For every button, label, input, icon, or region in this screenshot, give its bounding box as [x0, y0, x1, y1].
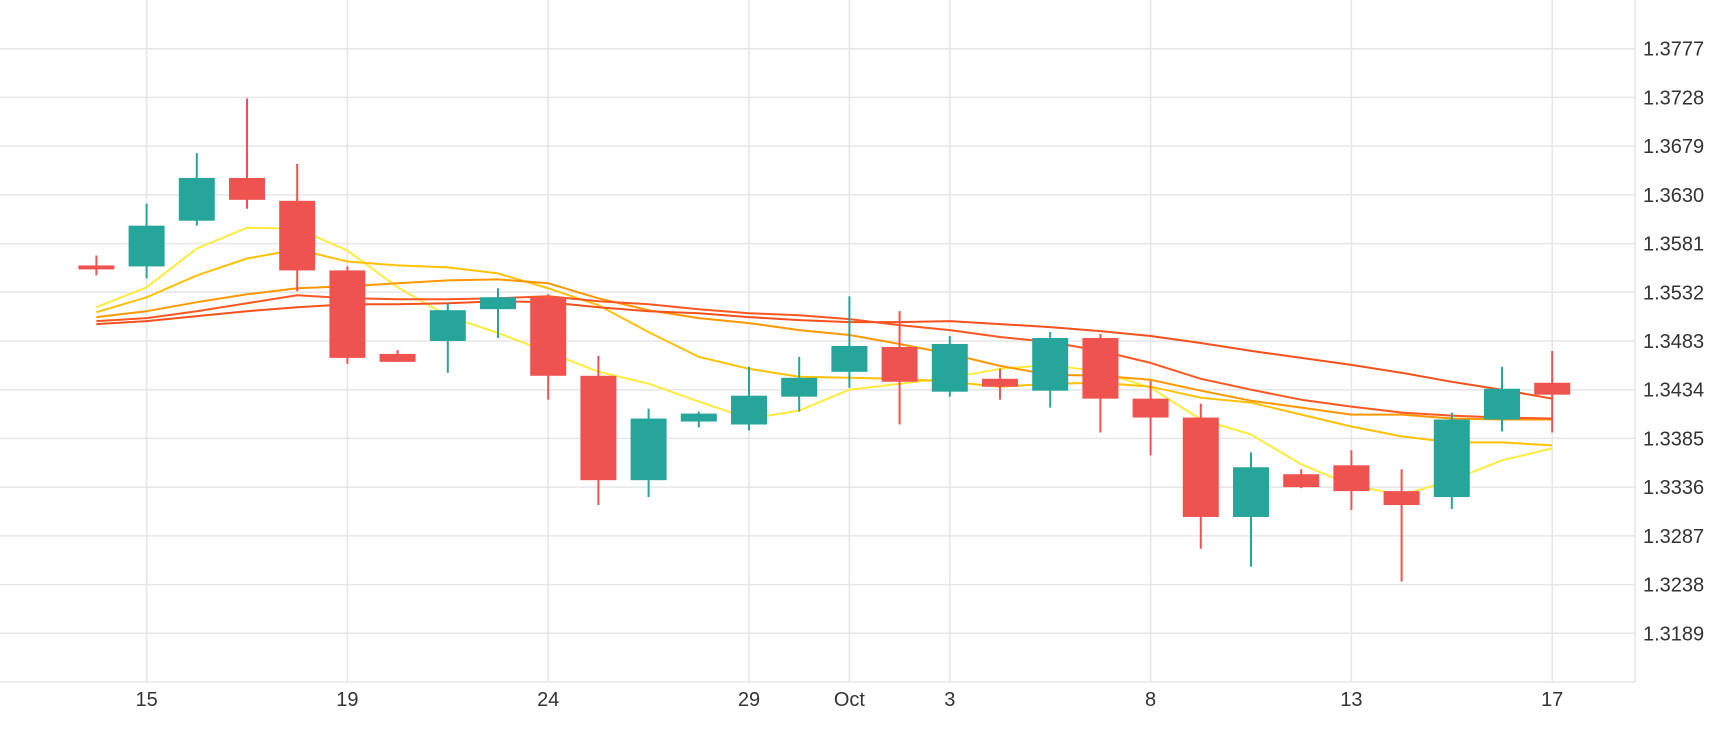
candle-body — [78, 265, 115, 270]
price-tick-label: 1.3189 — [1643, 623, 1704, 645]
candle-up — [731, 366, 767, 431]
candle-down — [530, 294, 567, 400]
candle-up — [178, 153, 215, 226]
candle-down — [1283, 469, 1320, 489]
candle-up — [1433, 412, 1470, 510]
price-tick-label: 1.3728 — [1643, 87, 1704, 109]
horizontal-grid — [0, 47, 1635, 635]
time-tick-label: 8 — [1145, 689, 1156, 711]
candle-body — [831, 345, 868, 372]
candle-down — [1333, 450, 1370, 511]
candle-body — [1283, 474, 1320, 488]
price-tick-label: 1.3483 — [1643, 331, 1704, 353]
candle-up — [1233, 452, 1269, 567]
candle-body — [128, 225, 165, 267]
candle-up — [1484, 366, 1520, 432]
price-tick-label: 1.3777 — [1643, 39, 1704, 61]
candle-up — [781, 356, 818, 412]
candle-up — [680, 411, 717, 428]
candle-down — [1534, 350, 1571, 433]
price-tick-label: 1.3581 — [1643, 234, 1704, 256]
candle-up — [630, 408, 667, 498]
price-tick-label: 1.3679 — [1643, 136, 1704, 158]
candle-body — [379, 353, 416, 362]
candle-down — [229, 98, 265, 209]
time-tick-label: 3 — [944, 689, 955, 711]
candle-body — [429, 310, 466, 341]
candle-up — [931, 336, 968, 397]
candles — [78, 98, 1571, 582]
time-tick-label: 15 — [135, 689, 157, 711]
time-tick-label: Oct — [834, 689, 866, 711]
price-tick-label: 1.3434 — [1643, 380, 1704, 402]
time-axis-labels: 15 19 24 29 Oct 3 8 13 17 — [135, 689, 1563, 711]
candle-body — [731, 395, 767, 425]
candle-up — [1032, 332, 1069, 408]
candle-body — [279, 200, 316, 271]
candle-up — [128, 203, 165, 279]
candle-body — [229, 177, 265, 200]
candle-down — [1132, 380, 1169, 456]
time-tick-label: 13 — [1340, 689, 1362, 711]
time-tick-label: 24 — [537, 689, 559, 711]
candle-down — [279, 164, 316, 292]
time-tick-label: 17 — [1541, 689, 1563, 711]
price-tick-label: 1.3532 — [1643, 282, 1704, 304]
candle-up — [480, 288, 516, 339]
candle-body — [1484, 388, 1520, 420]
candle-down — [78, 255, 115, 276]
moving-average-line — [96, 278, 1553, 421]
candle-body — [680, 413, 717, 422]
time-tick-label: 19 — [336, 689, 358, 711]
candle-body — [1433, 419, 1470, 498]
price-tick-label: 1.3630 — [1643, 185, 1704, 207]
candle-body — [1082, 338, 1119, 399]
price-axis-labels: 1.3777 1.3728 1.3679 1.3630 1.3581 1.3532 1.34… — [1643, 39, 1704, 646]
candle-up — [831, 296, 868, 388]
candle-body — [1383, 491, 1420, 506]
candle-body — [329, 270, 366, 358]
candle-body — [480, 297, 516, 310]
price-tick-label: 1.3385 — [1643, 428, 1704, 450]
candle-body — [931, 343, 968, 392]
candle-down — [329, 266, 366, 364]
moving-average-line — [96, 226, 1553, 497]
candle-body — [530, 297, 567, 376]
candle-body — [178, 177, 215, 221]
candle-down — [1082, 334, 1119, 433]
candle-body — [982, 378, 1018, 387]
candle-body — [1032, 338, 1069, 391]
candle-down — [1182, 403, 1219, 549]
candle-body — [881, 346, 918, 382]
candle-down — [982, 368, 1018, 400]
candle-body — [630, 418, 667, 481]
candle-body — [1534, 382, 1571, 395]
candle-body — [1233, 467, 1269, 517]
candle-body — [1333, 465, 1370, 492]
time-tick-label: 29 — [738, 689, 760, 711]
candle-body — [1182, 417, 1219, 517]
candle-up — [429, 303, 466, 373]
moving-average-line — [96, 248, 1553, 447]
candle-body — [781, 377, 818, 397]
candle-body — [1132, 398, 1169, 418]
candle-down — [1383, 469, 1420, 582]
price-tick-label: 1.3287 — [1643, 526, 1704, 548]
candle-body — [580, 375, 617, 481]
price-tick-label: 1.3336 — [1643, 477, 1704, 499]
price-tick-label: 1.3238 — [1643, 575, 1704, 597]
moving-average-line — [96, 300, 1553, 400]
candle-down — [580, 355, 617, 506]
candle-down — [379, 349, 416, 362]
candle-down — [881, 311, 918, 425]
